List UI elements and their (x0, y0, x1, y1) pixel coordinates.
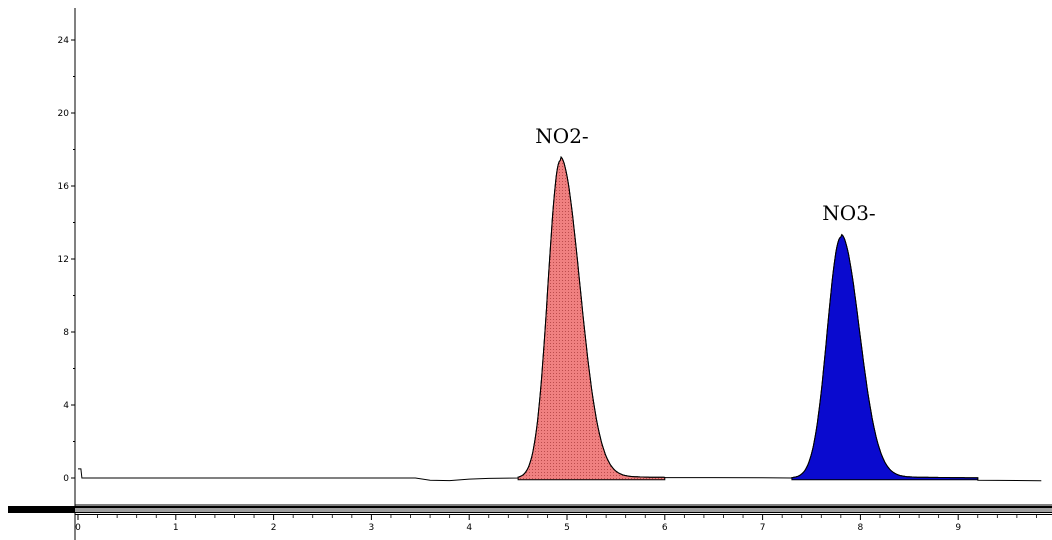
x-axis-bar-gap (75, 508, 1052, 512)
y-tick-label-0: 0 (63, 474, 69, 484)
y-tick-label-20: 20 (58, 109, 70, 119)
peak-label-no2: NO2- (535, 124, 588, 148)
x-tick-label-6: 6 (662, 523, 668, 533)
labels-layer: NO2- NO3- (535, 124, 875, 225)
peak-label-no3: NO3- (822, 201, 875, 225)
x-tick-label-4: 4 (466, 523, 472, 533)
x-tick-label-0: 0 (75, 523, 81, 533)
y-tick-label-8: 8 (63, 328, 69, 338)
chromatogram-trace-line (78, 156, 1042, 482)
peaks-layer (517, 156, 979, 481)
x-tick-label-3: 3 (369, 523, 375, 533)
x-tick-label-7: 7 (760, 523, 766, 533)
x-tick-label-9: 9 (955, 523, 961, 533)
x-tick-label-8: 8 (858, 523, 864, 533)
x-tick-label-1: 1 (173, 523, 179, 533)
peak-area-no2 (517, 156, 666, 481)
x-tick-label-2: 2 (271, 523, 277, 533)
y-tick-label-24: 24 (58, 36, 70, 46)
peak-area-no3 (791, 233, 979, 481)
y-tick-label-16: 16 (58, 182, 70, 192)
trace-layer (78, 156, 1042, 482)
y-tick-label-12: 12 (58, 255, 69, 265)
y-tick-label-4: 4 (63, 401, 69, 411)
x-tick-label-5: 5 (564, 523, 570, 533)
